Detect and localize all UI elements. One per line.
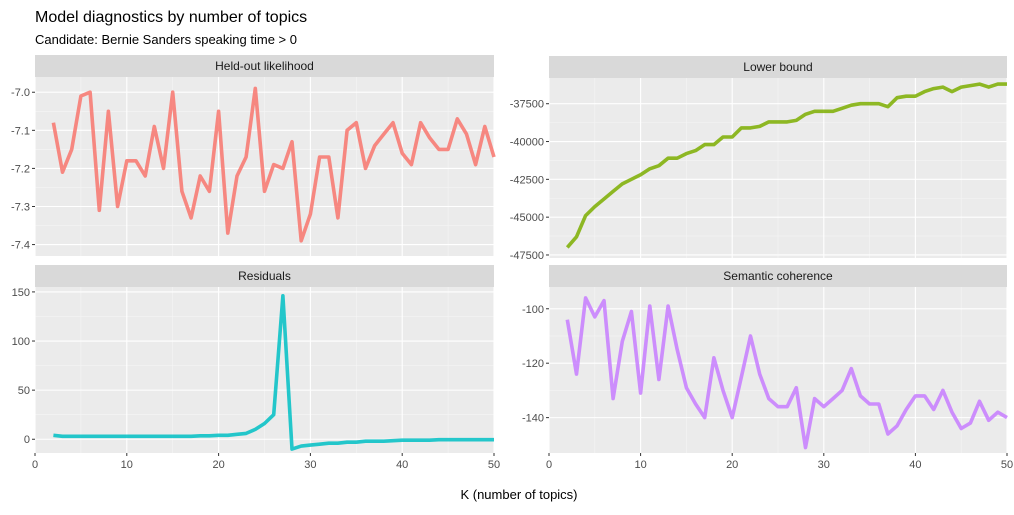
panel-lower-bound: Lower bound -37500 -40000 -42500 -45000 -4750… (510, 56, 1008, 262)
y-tick-label: -45000 (510, 212, 544, 224)
y-tick-label: -7.0 (11, 87, 30, 99)
series-line-semantic-coherence (565, 296, 1008, 450)
y-tick-label: -37500 (510, 99, 544, 111)
y-tick-label: -140 (522, 413, 544, 425)
chart-subtitle: Candidate: Bernie Sanders speaking time … (35, 32, 297, 47)
facet-panels: Held-out likelihood -7.0 -7.1 -7.2 -7.3 -7.4 L… (11, 55, 1013, 471)
strip-semantic-coherence (549, 265, 1007, 287)
strip-label-residuals: Residuals (238, 269, 291, 283)
x-tick-label: 40 (396, 459, 408, 471)
x-tick-label: 30 (304, 459, 316, 471)
y-tick-label: 100 (12, 336, 30, 348)
x-axis-label: K (number of topics) (460, 487, 577, 502)
panel-residuals: Residuals 150 100 50 0 0 10 20 30 40 50 (12, 265, 500, 471)
y-tick-label: -120 (522, 358, 544, 370)
strip-label-semantic-coherence: Semantic coherence (723, 269, 833, 283)
y-tick-label: -7.1 (11, 125, 30, 137)
x-tick-label: 20 (726, 459, 738, 471)
series-line-residuals (53, 293, 494, 451)
y-tick-label: -42500 (510, 174, 544, 186)
series-line-lower-bound (565, 82, 1007, 249)
strip-label-held-out-likelihood: Held-out likelihood (215, 59, 314, 73)
x-tick-label: 0 (546, 459, 552, 471)
x-tick-label: 20 (212, 459, 224, 471)
y-tick-label: 0 (24, 434, 30, 446)
chart-title: Model diagnostics by number of topics (35, 9, 307, 26)
series-line-held-out-likelihood (51, 86, 496, 243)
x-tick-label: 10 (121, 459, 133, 471)
strip-label-lower-bound: Lower bound (743, 60, 812, 74)
x-tick-label: 0 (32, 459, 38, 471)
y-tick-label: -7.3 (11, 201, 30, 213)
x-tick-label: 30 (818, 459, 830, 471)
y-tick-label: -100 (522, 304, 544, 316)
x-tick-label: 40 (909, 459, 921, 471)
y-tick-label: -47500 (510, 250, 544, 262)
panel-held-out-likelihood: Held-out likelihood -7.0 -7.1 -7.2 -7.3 -7.4 (11, 55, 496, 256)
x-tick-label: 50 (488, 459, 500, 471)
strip-held-out-likelihood (35, 55, 494, 77)
x-tick-label: 10 (634, 459, 646, 471)
strip-lower-bound (549, 56, 1007, 78)
panel-semantic-coherence: Semantic coherence -100 -120 -140 0 10 20 30 40 5… (522, 265, 1013, 471)
y-tick-label: 50 (18, 385, 30, 397)
y-tick-label: -7.2 (11, 163, 30, 175)
y-tick-label: -40000 (510, 137, 544, 149)
y-tick-label: 150 (12, 287, 30, 299)
y-tick-label: -7.4 (11, 240, 30, 252)
strip-residuals (35, 265, 494, 287)
x-tick-label: 50 (1001, 459, 1013, 471)
